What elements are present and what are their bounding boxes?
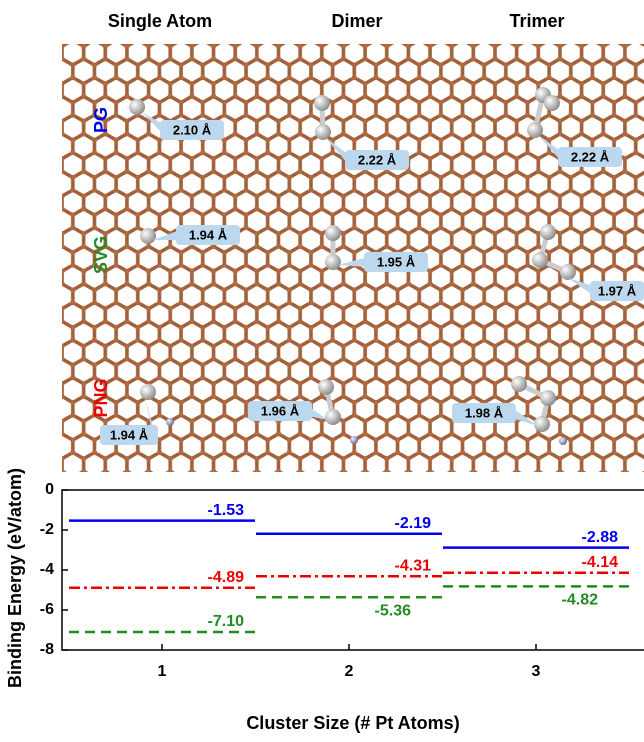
bond-length: 2.22 Å (571, 149, 610, 164)
column-title: Single Atom (108, 11, 212, 31)
value-label: -7.10 (208, 613, 245, 630)
bond-length: 2.10 Å (173, 122, 212, 137)
x-tick-label: 1 (158, 663, 167, 680)
figure: Single Atom Dimer Trimer PG SVG PNG 2.10… (0, 0, 644, 737)
bond-length: 1.96 Å (261, 403, 300, 418)
y-tick-label: -6 (40, 601, 54, 618)
y-tick-label: -2 (40, 521, 54, 538)
bond-length: 1.97 Å (598, 283, 637, 298)
bond-length: 1.98 Å (465, 405, 504, 420)
bond-length: 1.94 Å (110, 427, 149, 442)
value-label: -4.31 (395, 557, 432, 574)
value-label: -4.82 (562, 592, 599, 609)
row-label: SVG (91, 236, 111, 274)
row-label: PG (91, 107, 111, 133)
row-label: PNG (91, 378, 111, 417)
y-tick-label: -8 (40, 641, 54, 658)
y-axis-label: Binding Energy (eV/atom) (5, 468, 25, 688)
value-label: -4.14 (582, 554, 619, 571)
x-axis-label: Cluster Size (# Pt Atoms) (246, 713, 459, 733)
value-label: -1.53 (208, 502, 245, 519)
bond-length: 1.95 Å (377, 254, 416, 269)
bond-length: 2.22 Å (358, 152, 397, 167)
plot-frame (62, 490, 644, 650)
value-label: -5.36 (375, 602, 412, 619)
value-label: -4.89 (208, 569, 245, 586)
x-tick-label: 2 (345, 663, 354, 680)
column-title: Dimer (331, 11, 382, 31)
y-tick-label: -4 (40, 561, 54, 578)
y-tick-label: 0 (45, 481, 54, 498)
value-label: -2.88 (582, 529, 619, 546)
x-tick-label: 3 (532, 663, 541, 680)
bond-length: 1.94 Å (189, 227, 228, 242)
column-title: Trimer (509, 11, 564, 31)
value-label: -2.19 (395, 515, 432, 532)
